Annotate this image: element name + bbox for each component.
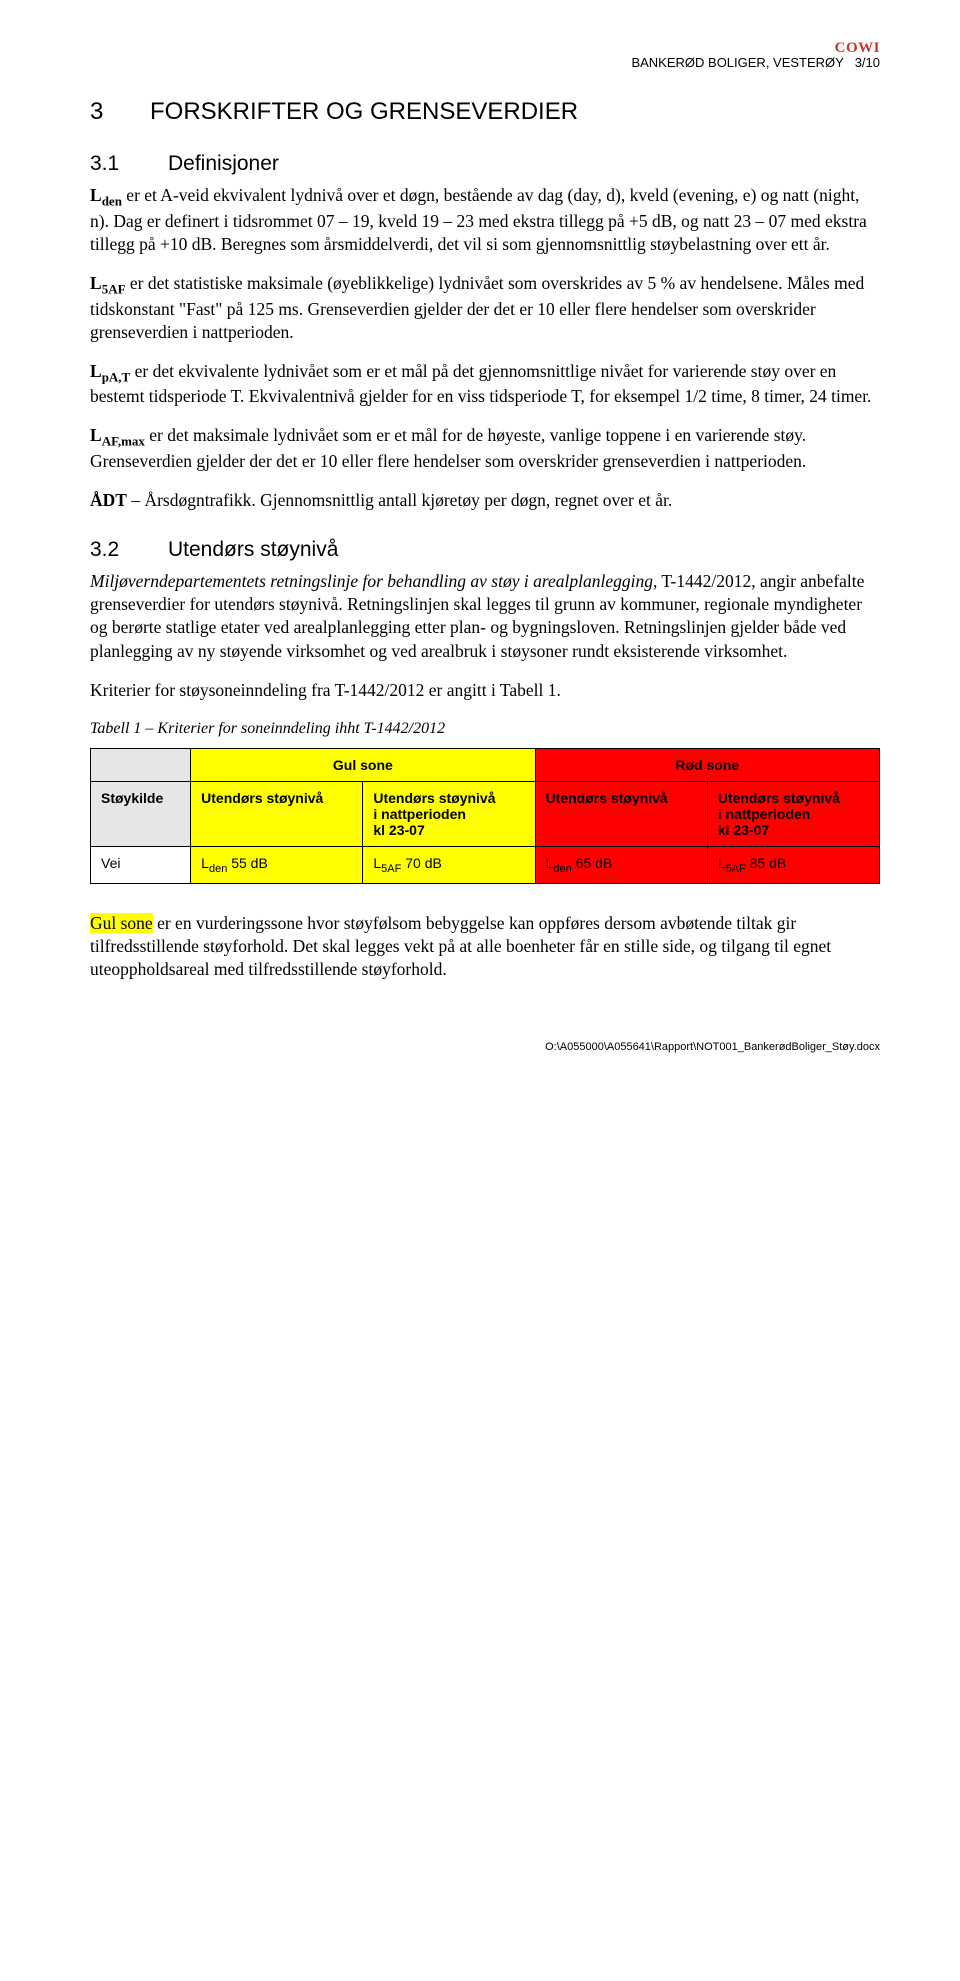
table-cell-v4: L5AF 85 dB <box>707 846 879 883</box>
heading-3: 3 FORSKRIFTER OG GRENSEVERDIER <box>90 98 880 126</box>
table-row: Gul sone Rød sone <box>91 748 880 781</box>
v1-sub: den <box>209 863 227 875</box>
symbol-lafmax-l: L <box>90 425 102 445</box>
v2-val: 70 dB <box>401 855 441 871</box>
para-lafmax-body: er det maksimale lydnivået som er et mål… <box>90 425 806 471</box>
doc-title: BANKERØD BOLIGER, VESTERØY <box>631 55 843 70</box>
v2-sub: 5AF <box>381 863 401 875</box>
table-header-gul-sone: Gul sone <box>191 748 535 781</box>
para-gul-sone-body: er en vurderingssone hvor støyfølsom beb… <box>90 913 831 979</box>
table-header-gul-natt: Utendørs støynivå i nattperioden kl 23-0… <box>363 781 535 846</box>
heading-3-1: 3.1 Definisjoner <box>90 152 880 176</box>
symbol-lpat-sub: pA,T <box>102 369 131 384</box>
table-1-caption: Tabell 1 – Kriterier for soneinndeling i… <box>90 720 880 738</box>
table-header-rod-utendors: Utendørs støynivå <box>535 781 707 846</box>
symbol-lden-sub: den <box>102 194 122 209</box>
heading-3-1-num: 3.1 <box>90 152 168 176</box>
v4-sub: 5AF <box>726 863 746 875</box>
table-1: Gul sone Rød sone Støykilde Utendørs stø… <box>90 748 880 884</box>
table-header-natt-l3b: kl 23-07 <box>718 822 769 838</box>
table-header-natt-l2: i nattperioden <box>373 806 466 822</box>
heading-3-num: 3 <box>90 98 150 126</box>
table-header-natt-l3: kl 23-07 <box>373 822 424 838</box>
table-header-gul-utendors: Utendørs støynivå <box>191 781 363 846</box>
v1-l: L <box>201 855 209 871</box>
heading-3-2-num: 3.2 <box>90 538 168 562</box>
table-header-stoykilde: Støykilde <box>91 781 191 846</box>
para-32-1: Miljøverndepartementets retningslinje fo… <box>90 570 880 662</box>
table-row: Vei Lden 55 dB L5AF 70 dB Lden 65 dB L5A… <box>91 846 880 883</box>
para-gul-sone: Gul sone er en vurderingssone hvor støyf… <box>90 912 880 981</box>
heading-3-title: FORSKRIFTER OG GRENSEVERDIER <box>150 98 578 126</box>
para-l5af-body: er det statistiske maksimale (øyeblikkel… <box>90 273 864 342</box>
para-lpat: LpA,T er det ekvivalente lydnivået som e… <box>90 360 880 409</box>
symbol-adt: ÅDT <box>90 490 127 510</box>
table-cell-blank <box>91 748 191 781</box>
symbol-lden-l: L <box>90 185 102 205</box>
v4-l: L <box>718 855 726 871</box>
table-header-natt-l1: Utendørs støynivå <box>373 790 495 806</box>
running-header: BANKERØD BOLIGER, VESTERØY 3/10 <box>90 55 880 70</box>
table-row: Støykilde Utendørs støynivå Utendørs stø… <box>91 781 880 846</box>
symbol-lafmax-sub: AF,max <box>102 434 145 449</box>
symbol-l5af-l: L <box>90 273 102 293</box>
v4-val: 85 dB <box>746 855 786 871</box>
table-header-rod-sone: Rød sone <box>535 748 879 781</box>
table-cell-vei: Vei <box>91 846 191 883</box>
para-lden: Lden er et A-veid ekvivalent lydnivå ove… <box>90 184 880 256</box>
symbol-lpat-l: L <box>90 361 102 381</box>
para-32-1-italic: Miljøverndepartementets retningslinje fo… <box>90 571 653 591</box>
heading-3-1-title: Definisjoner <box>168 152 279 176</box>
symbol-l5af-sub: 5AF <box>102 281 126 296</box>
para-lpat-body: er det ekvivalente lydnivået som er et m… <box>90 361 871 407</box>
para-adt: ÅDT – Årsdøgntrafikk. Gjennomsnittlig an… <box>90 489 880 512</box>
para-lafmax: LAF,max er det maksimale lydnivået som e… <box>90 424 880 473</box>
table-header-natt-l2b: i nattperioden <box>718 806 811 822</box>
para-lden-body: er et A-veid ekvivalent lydnivå over et … <box>90 185 867 254</box>
page-number: 3/10 <box>855 55 880 70</box>
heading-3-2: 3.2 Utendørs støynivå <box>90 538 880 562</box>
v3-val: 65 dB <box>572 855 612 871</box>
v1-val: 55 dB <box>227 855 267 871</box>
table-cell-v1: Lden 55 dB <box>191 846 363 883</box>
para-adt-body: – Årsdøgntrafikk. Gjennomsnittlig antall… <box>127 490 672 510</box>
v2-l: L <box>373 855 381 871</box>
table-cell-v2: L5AF 70 dB <box>363 846 535 883</box>
highlight-gul-sone: Gul sone <box>90 913 153 933</box>
para-l5af: L5AF er det statistiske maksimale (øyebl… <box>90 272 880 344</box>
para-32-2: Kriterier for støysoneinndeling fra T-14… <box>90 679 880 702</box>
v3-sub: den <box>553 863 571 875</box>
footer-path: O:\A055000\A055641\Rapport\NOT001_Banker… <box>90 1041 880 1053</box>
table-header-rod-natt: Utendørs støynivå i nattperioden kl 23-0… <box>707 781 879 846</box>
heading-3-2-title: Utendørs støynivå <box>168 538 338 562</box>
table-header-natt-l1b: Utendørs støynivå <box>718 790 840 806</box>
table-cell-v3: Lden 65 dB <box>535 846 707 883</box>
